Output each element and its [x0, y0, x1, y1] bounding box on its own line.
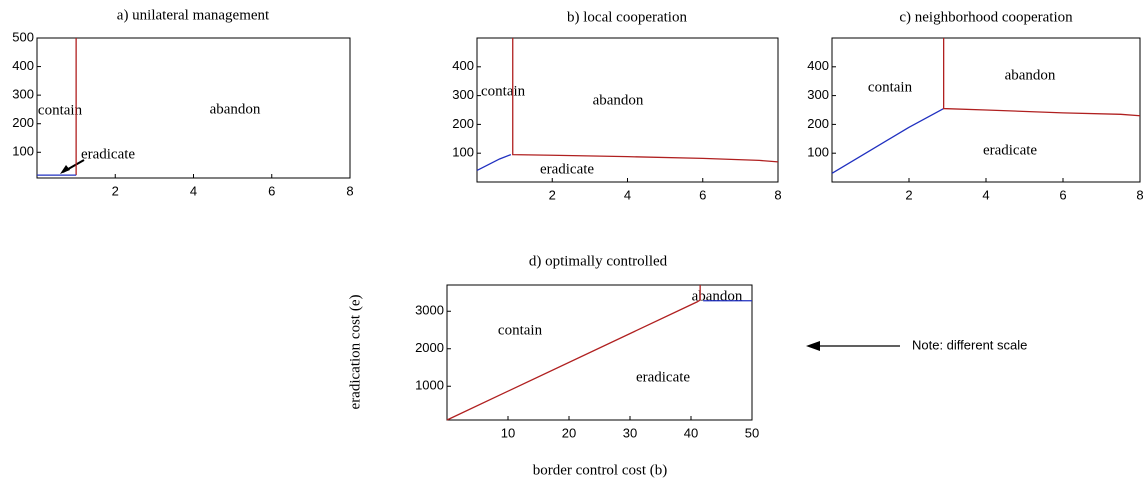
- region-label: contain: [498, 322, 543, 338]
- boundary-line: [476, 154, 512, 172]
- region-label: eradicate: [636, 369, 690, 385]
- y-axis-label: eradication cost (e): [347, 295, 363, 410]
- x-tick-label: 30: [623, 425, 637, 440]
- y-tick-label: 200: [452, 116, 474, 131]
- x-tick-label: 8: [774, 187, 781, 202]
- boundary-line: [446, 285, 701, 421]
- x-tick-label: 50: [745, 425, 759, 440]
- panel-title: c) neighborhood cooperation: [899, 9, 1073, 25]
- x-tick-label: 4: [190, 183, 197, 198]
- panel-title: a) unilateral management: [117, 7, 270, 23]
- y-tick-label: 3000: [415, 303, 444, 318]
- y-tick-label: 100: [452, 145, 474, 160]
- plot-frame: [476, 37, 779, 183]
- x-tick-label: 10: [501, 425, 515, 440]
- note-arrow-head: [806, 341, 820, 351]
- boundary-line: [831, 107, 944, 174]
- x-tick-label: 4: [624, 187, 631, 202]
- y-tick-label: 400: [452, 58, 474, 73]
- note: Note: different scale: [912, 337, 1027, 352]
- y-tick-label: 400: [12, 58, 34, 73]
- x-tick-label: 8: [346, 183, 353, 198]
- y-tick-label: 500: [12, 29, 34, 44]
- y-tick-label: 100: [807, 145, 829, 160]
- region-label: abandon: [210, 101, 261, 117]
- x-tick-label: 4: [982, 187, 989, 202]
- x-tick-label: 8: [1136, 187, 1143, 202]
- panel-title: b) local cooperation: [567, 9, 687, 25]
- region-label: eradicate: [540, 161, 594, 177]
- x-tick-label: 2: [905, 187, 912, 202]
- y-tick-label: 2000: [415, 340, 444, 355]
- x-tick-label: 6: [1059, 187, 1066, 202]
- boundary-line: [512, 38, 779, 163]
- x-axis-label: border control cost (b): [533, 462, 668, 478]
- region-label: eradicate: [81, 146, 135, 162]
- y-tick-label: 300: [12, 87, 34, 102]
- y-tick-label: 200: [12, 115, 34, 130]
- boundary-line: [943, 38, 1141, 117]
- y-tick-label: 400: [807, 58, 829, 73]
- x-tick-label: 20: [562, 425, 576, 440]
- x-tick-label: 2: [112, 183, 119, 198]
- pointer-arrow-head: [60, 165, 70, 174]
- y-tick-label: 300: [807, 87, 829, 102]
- panel-title: d) optimally controlled: [529, 253, 668, 269]
- y-tick-label: 1000: [415, 378, 444, 393]
- y-tick-label: 300: [452, 87, 474, 102]
- region-label: abandon: [593, 92, 644, 108]
- x-tick-label: 6: [268, 183, 275, 198]
- x-tick-label: 6: [699, 187, 706, 202]
- region-label: abandon: [1005, 67, 1056, 83]
- y-tick-label: 200: [807, 116, 829, 131]
- plot-frame: [446, 284, 753, 421]
- x-tick-label: 2: [549, 187, 556, 202]
- region-label: contain: [481, 83, 526, 99]
- y-tick-label: 100: [12, 144, 34, 159]
- region-label: contain: [868, 79, 913, 95]
- region-label: eradicate: [983, 142, 1037, 158]
- x-tick-label: 40: [684, 425, 698, 440]
- region-label: contain: [38, 102, 83, 118]
- region-label: abandon: [692, 288, 743, 304]
